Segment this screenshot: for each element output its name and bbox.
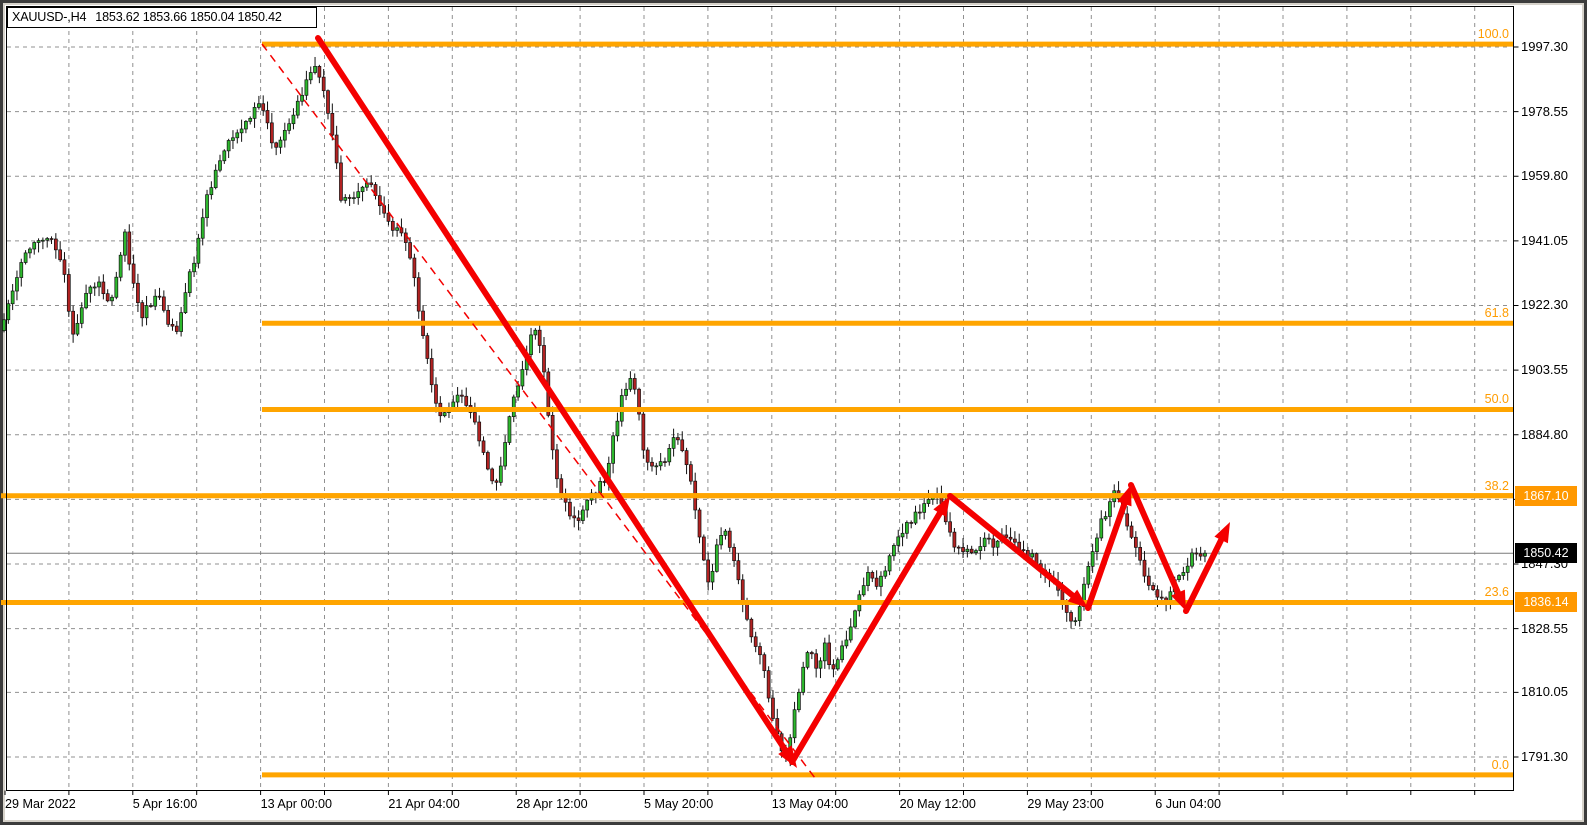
time-axis-label: 29 May 23:00 bbox=[1027, 797, 1104, 811]
time-axis-label: 21 Apr 04:00 bbox=[388, 797, 460, 811]
time-axis-label: 6 Jun 04:00 bbox=[1155, 797, 1222, 811]
chart-symbol-period: XAUUSD-,H4 bbox=[12, 10, 87, 24]
fib-level-label: 100.0 bbox=[1477, 27, 1509, 42]
price-axis-label: 1810.05 bbox=[1521, 684, 1568, 700]
fib-level-label: 61.8 bbox=[1484, 306, 1509, 321]
fib-level-label: 50.0 bbox=[1484, 392, 1509, 407]
time-axis-label: 5 Apr 16:00 bbox=[132, 797, 198, 811]
price-axis-label: 1941.05 bbox=[1521, 232, 1568, 248]
price-axis-label: 1922.30 bbox=[1521, 297, 1568, 313]
price-axis-label: 1828.55 bbox=[1521, 620, 1568, 636]
annotation-arrows[interactable] bbox=[261, 35, 1230, 783]
fib-level-label: 38.2 bbox=[1484, 478, 1509, 493]
time-axis-label: 13 Apr 00:00 bbox=[260, 797, 333, 811]
time-axis-label: 20 May 12:00 bbox=[899, 797, 976, 811]
price-badge: 1836.14 bbox=[1515, 592, 1577, 613]
chart-frame bbox=[6, 6, 1514, 791]
time-axis-label: 29 Mar 2022 bbox=[5, 797, 76, 811]
price-badge: 1850.42 bbox=[1515, 543, 1577, 564]
gridlines bbox=[7, 7, 1510, 790]
price-axis-label: 1997.30 bbox=[1521, 39, 1568, 54]
time-axis-label: 13 May 04:00 bbox=[771, 797, 849, 811]
price-axis-label: 1791.30 bbox=[1521, 748, 1568, 764]
time-axis-label: 28 Apr 12:00 bbox=[516, 797, 588, 811]
price-axis-label: 1978.55 bbox=[1521, 103, 1568, 119]
price-axis-label: 1959.80 bbox=[1521, 168, 1568, 184]
fib-level-label: 23.6 bbox=[1484, 585, 1509, 600]
time-axis-label: 5 May 20:00 bbox=[644, 797, 714, 811]
fib-level-label: 0.0 bbox=[1491, 757, 1509, 772]
price-badge: 1867.10 bbox=[1515, 485, 1577, 506]
chart-quote-ohlc: 1853.62 1853.66 1850.04 1850.42 bbox=[95, 10, 282, 24]
price-axis-label: 1884.80 bbox=[1521, 426, 1568, 442]
price-axis-label: 1903.55 bbox=[1521, 362, 1568, 378]
chart-title-box: XAUUSD-,H4 1853.62 1853.66 1850.04 1850.4… bbox=[7, 7, 317, 28]
